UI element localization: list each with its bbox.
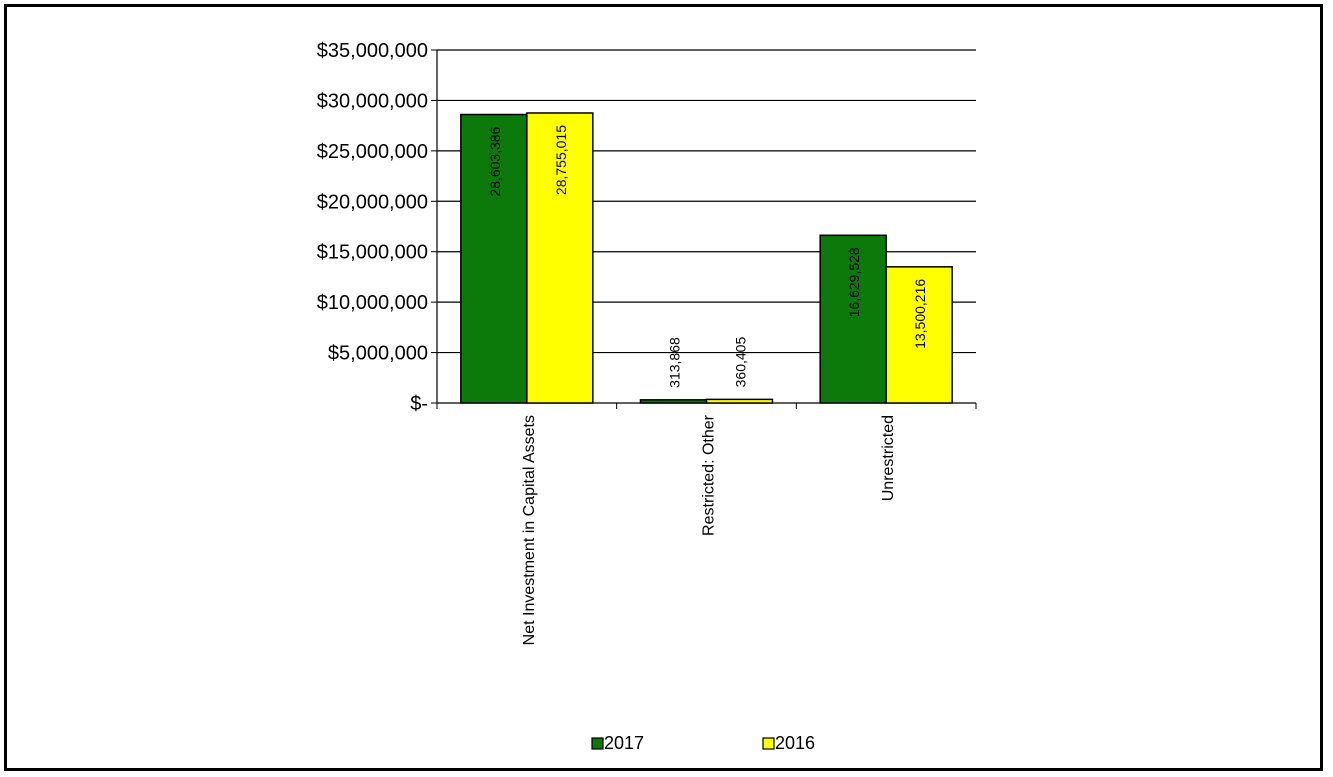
bar — [639, 399, 708, 404]
y-tick-label: $5,000,000 — [328, 343, 428, 365]
data-label: 313,868 — [667, 337, 683, 388]
bar — [705, 398, 774, 404]
y-tick-label: $- — [410, 393, 428, 415]
data-label: 16,629,528 — [846, 247, 862, 317]
y-tick-label: $20,000,000 — [317, 191, 428, 213]
data-label: 360,405 — [733, 337, 749, 388]
bar — [819, 234, 887, 404]
bar — [885, 266, 953, 404]
x-category-label: Unrestricted — [880, 415, 897, 501]
chart-frame — [4, 4, 1323, 771]
y-tick-label: $25,000,000 — [317, 141, 428, 163]
y-tick-label: $10,000,000 — [317, 292, 428, 314]
legend-label: 2016 — [775, 733, 815, 753]
x-category-label: Net Investment in Capital Assets — [521, 415, 538, 645]
bar — [526, 112, 594, 404]
legend-swatch — [762, 737, 775, 750]
y-tick-label: $30,000,000 — [317, 90, 428, 112]
x-category-label: Restricted: Other — [701, 414, 718, 536]
data-label: 28,603,386 — [487, 126, 503, 196]
data-label: 28,755,015 — [553, 125, 569, 195]
legend-label: 2017 — [604, 733, 644, 753]
legend-swatch — [591, 737, 604, 750]
y-tick-label: $15,000,000 — [317, 242, 428, 264]
data-label: 13,500,216 — [912, 279, 928, 349]
y-tick-label: $35,000,000 — [317, 40, 428, 62]
